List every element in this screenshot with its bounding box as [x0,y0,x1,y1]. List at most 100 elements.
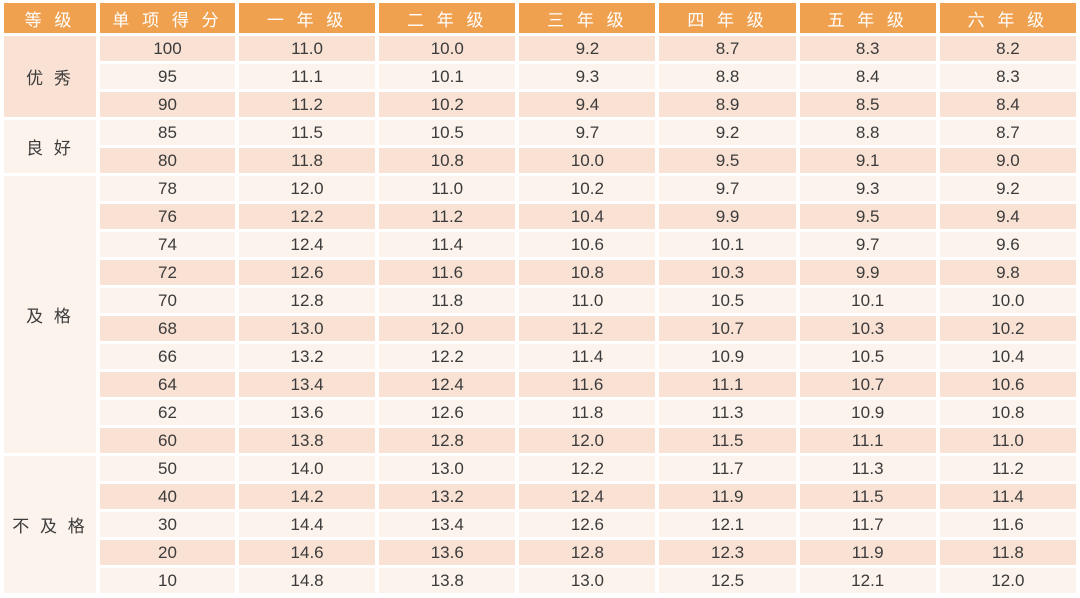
value-cell: 12.0 [519,428,656,453]
value-cell: 9.6 [939,232,1076,257]
table-row: 不 及 格 50 14.0 13.0 12.2 11.7 11.3 11.2 [4,456,1076,593]
value-cell: 11.5 [799,484,936,509]
column-header: 单 项 得 分 [100,3,235,33]
value-cell: 9.9 [799,260,936,285]
value-cell: 11.7 [799,512,936,537]
value-cell: 12.2 [239,204,376,229]
column-header: 二 年 级 [379,3,516,33]
header-row: 等 级单 项 得 分一 年 级二 年 级三 年 级四 年 级五 年 级六 年 级 [4,3,1076,33]
value-cell: 13.8 [239,428,376,453]
grade-group-cell: 优 秀 [4,36,96,117]
value-cell: 9.3 [519,64,656,89]
table-row: 64 13.4 12.4 11.6 11.1 10.7 10.6 [4,372,1076,397]
column-header: 三 年 级 [519,3,656,33]
value-cell: 11.6 [939,512,1076,537]
value-cell: 12.4 [239,232,376,257]
value-cell: 12.6 [519,512,656,537]
value-cell: 12.1 [659,512,796,537]
table-row: 良 好 85 11.5 10.5 9.7 9.2 8.8 8.7 [4,120,1076,173]
value-cell: 10.7 [659,316,796,341]
score-cell: 60 [100,428,235,453]
value-cell: 9.7 [799,232,936,257]
value-cell: 10.5 [379,120,516,145]
value-cell: 11.6 [519,372,656,397]
value-cell: 11.2 [519,316,656,341]
value-cell: 11.7 [659,456,796,481]
value-cell: 13.4 [239,372,376,397]
grade-group-cell: 良 好 [4,120,96,173]
value-cell: 10.6 [939,372,1076,397]
table-row: 70 12.8 11.8 11.0 10.5 10.1 10.0 [4,288,1076,313]
table-row: 30 14.4 13.4 12.6 12.1 11.7 11.6 [4,512,1076,537]
value-cell: 12.8 [239,288,376,313]
table-row: 60 13.8 12.8 12.0 11.5 11.1 11.0 [4,428,1076,453]
value-cell: 10.0 [379,36,516,61]
value-cell: 11.3 [659,400,796,425]
value-cell: 9.2 [519,36,656,61]
table-row: 76 12.2 11.2 10.4 9.9 9.5 9.4 [4,204,1076,229]
value-cell: 9.7 [519,120,656,145]
value-cell: 11.8 [519,400,656,425]
value-cell: 10.2 [939,316,1076,341]
table-row: 优 秀 100 11.0 10.0 9.2 8.7 8.3 8.2 [4,36,1076,117]
value-cell: 13.6 [239,400,376,425]
value-cell: 11.8 [939,540,1076,565]
value-cell: 9.5 [659,148,796,173]
score-cell: 76 [100,204,235,229]
table-body: 优 秀 100 11.0 10.0 9.2 8.7 8.3 8.2 95 11.1 10.1 9.3 8… [4,36,1076,593]
value-cell: 10.1 [659,232,796,257]
value-cell: 12.1 [799,568,936,593]
score-cell: 90 [100,92,235,117]
value-cell: 11.8 [379,288,516,313]
score-cell: 74 [100,232,235,257]
value-cell: 14.0 [239,456,376,481]
value-cell: 8.3 [939,64,1076,89]
value-cell: 10.8 [939,400,1076,425]
value-cell: 8.7 [659,36,796,61]
value-cell: 11.0 [519,288,656,313]
value-cell: 10.5 [659,288,796,313]
score-cell: 50 [100,456,235,481]
value-cell: 12.4 [379,372,516,397]
value-cell: 12.0 [239,176,376,201]
value-cell: 13.8 [379,568,516,593]
value-cell: 10.1 [799,288,936,313]
value-cell: 8.3 [799,36,936,61]
score-cell: 20 [100,540,235,565]
value-cell: 9.4 [519,92,656,117]
table-row: 80 11.8 10.8 10.0 9.5 9.1 9.0 [4,148,1076,173]
value-cell: 12.0 [939,568,1076,593]
column-header: 一 年 级 [239,3,376,33]
table-row: 72 12.6 11.6 10.8 10.3 9.9 9.8 [4,260,1076,285]
table-row: 及 格 78 12.0 11.0 10.2 9.7 9.3 9.2 [4,176,1076,453]
value-cell: 10.9 [799,400,936,425]
value-cell: 10.8 [519,260,656,285]
value-cell: 11.0 [939,428,1076,453]
table-row: 10 14.8 13.8 13.0 12.5 12.1 12.0 [4,568,1076,593]
table-row: 74 12.4 11.4 10.6 10.1 9.7 9.6 [4,232,1076,257]
value-cell: 9.3 [799,176,936,201]
value-cell: 11.1 [799,428,936,453]
score-cell: 64 [100,372,235,397]
value-cell: 10.1 [379,64,516,89]
table-row: 90 11.2 10.2 9.4 8.9 8.5 8.4 [4,92,1076,117]
value-cell: 13.6 [379,540,516,565]
value-cell: 10.4 [519,204,656,229]
value-cell: 9.1 [799,148,936,173]
score-cell: 30 [100,512,235,537]
value-cell: 8.5 [799,92,936,117]
value-cell: 9.4 [939,204,1076,229]
grade-group-cell: 及 格 [4,176,96,453]
value-cell: 8.4 [799,64,936,89]
value-cell: 10.3 [799,316,936,341]
score-cell: 85 [100,120,235,145]
value-cell: 12.4 [519,484,656,509]
value-cell: 11.2 [379,204,516,229]
value-cell: 11.9 [659,484,796,509]
value-cell: 11.1 [659,372,796,397]
value-cell: 11.0 [379,176,516,201]
score-cell: 80 [100,148,235,173]
value-cell: 13.4 [379,512,516,537]
value-cell: 9.2 [659,120,796,145]
